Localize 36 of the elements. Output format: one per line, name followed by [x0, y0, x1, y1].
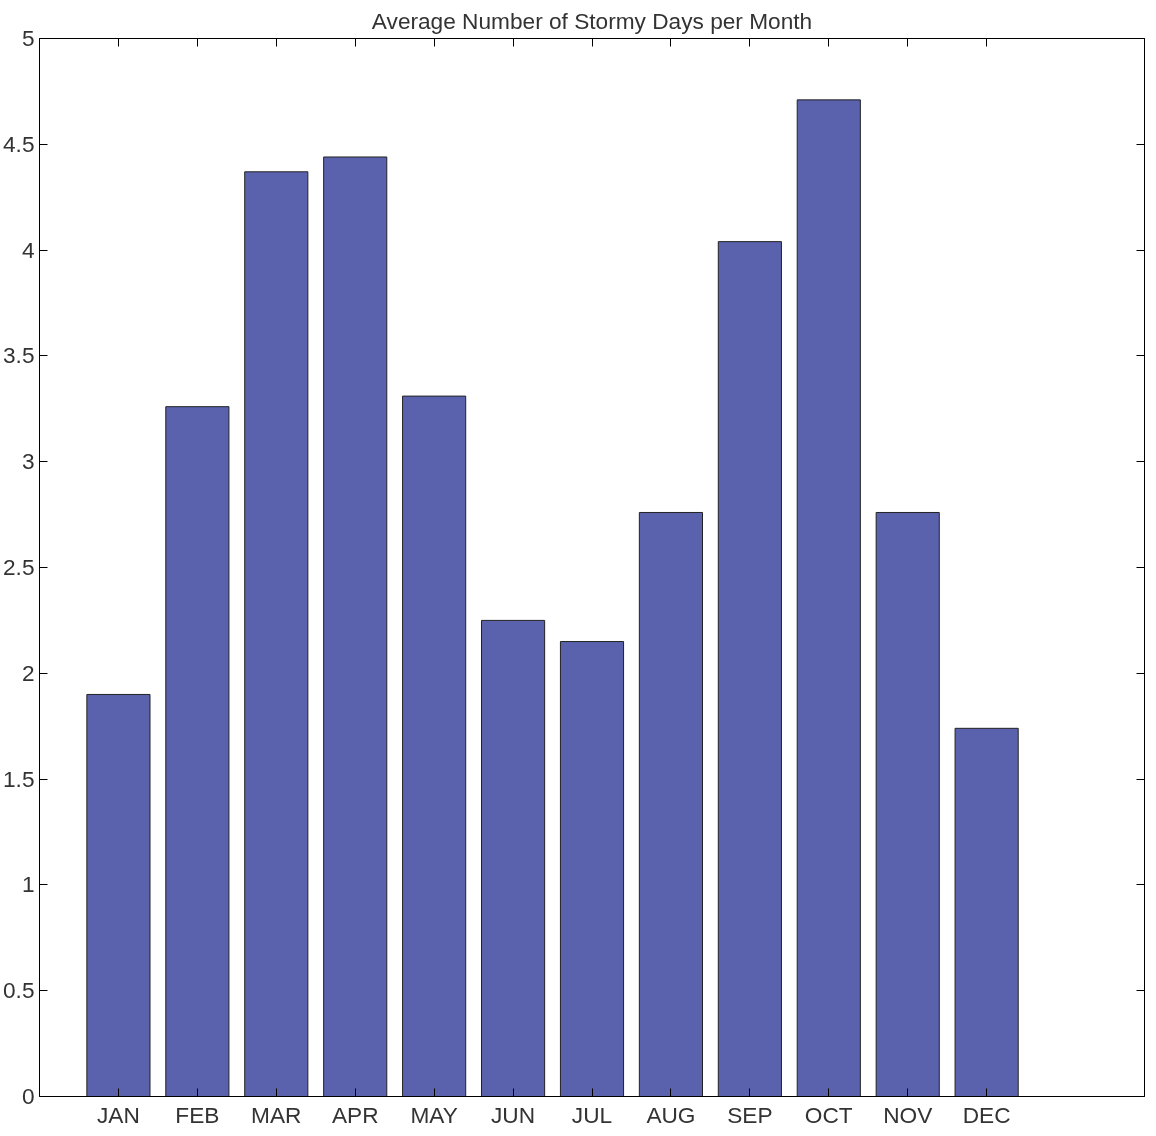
x-tick-label: MAR	[251, 1101, 302, 1128]
bar	[323, 156, 388, 1097]
y-tick-label: 2.5	[3, 554, 35, 580]
y-tick-label: 2	[21, 659, 35, 686]
x-tick-label: NOV	[883, 1101, 934, 1128]
bar	[86, 693, 151, 1097]
bar	[638, 511, 703, 1097]
x-tick-label: OCT	[804, 1101, 853, 1128]
x-tick-label: JAN	[97, 1101, 140, 1128]
y-tick-label: 4.5	[3, 130, 35, 157]
bar	[796, 99, 861, 1097]
y-tick-label: 3.5	[3, 342, 35, 369]
bar	[875, 511, 940, 1097]
x-tick-label: JUN	[491, 1101, 536, 1128]
bar	[954, 727, 1019, 1097]
y-tick-label: 1.5	[3, 765, 35, 792]
chart-title: Average Number of Stormy Days per Month	[371, 7, 813, 34]
bar	[402, 395, 467, 1097]
x-tick-label: SEP	[727, 1101, 773, 1128]
x-tick-label: DEC	[962, 1101, 1011, 1128]
bar	[481, 619, 546, 1097]
bar	[559, 641, 625, 1097]
y-tick-label: 4	[21, 236, 35, 263]
x-tick-label: FEB	[175, 1101, 220, 1128]
x-tick-label: APR	[331, 1101, 379, 1128]
y-tick-label: 3	[21, 448, 35, 475]
bar	[717, 241, 782, 1097]
x-tick-label: AUG	[646, 1101, 696, 1128]
y-tick-label: 1	[21, 871, 35, 898]
x-tick-label: MAY	[410, 1101, 458, 1128]
x-tick-label: JUL	[571, 1101, 613, 1128]
bar	[165, 406, 230, 1097]
y-tick-label: 0.5	[3, 977, 35, 1004]
bar	[244, 171, 309, 1097]
y-tick-label: 5	[21, 25, 35, 51]
y-tick-label: 0	[21, 1083, 35, 1109]
